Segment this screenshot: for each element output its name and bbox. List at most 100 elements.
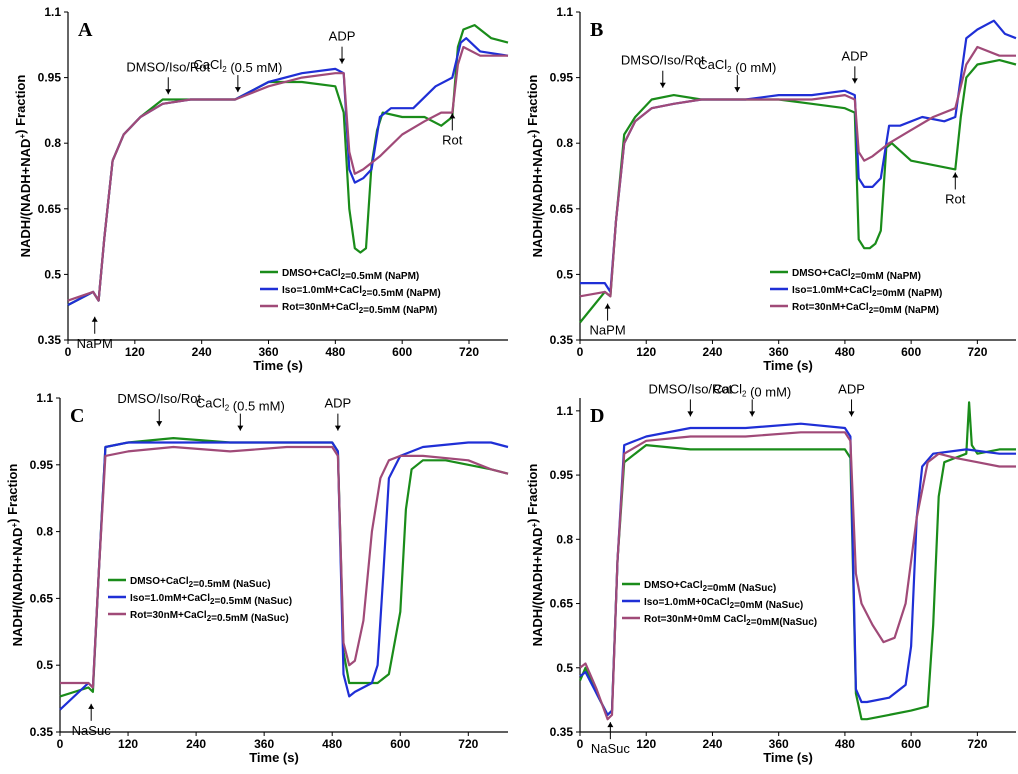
y-tick-label: 0.8	[556, 136, 573, 150]
annotation-arrowhead	[237, 425, 244, 431]
x-tick-label: 0	[577, 345, 584, 359]
series-line-green	[59, 437, 509, 698]
legend-entry: Rot=30nM+CaCl2=0.5mM (NaSuc)	[130, 610, 289, 624]
legend-entry: Rot=30nM+CaCl2=0.5mM (NaPM)	[282, 302, 437, 316]
y-tick-label: 1.1	[36, 391, 53, 405]
annotation-label: CaCl2 (0 mM)	[698, 57, 776, 75]
legend-entry: DMSO+CaCl2=0.5mM (NaPM)	[282, 268, 419, 282]
legend-entry: Rot=30nM+0mM CaCl2=0mM(NaSuc)	[644, 614, 817, 628]
panel-letter: B	[590, 19, 603, 41]
y-tick-label: 0.65	[38, 202, 62, 216]
legend-entry: Iso=1.0mM+CaCl2=0mM (NaPM)	[792, 285, 942, 299]
y-tick-label: 0.65	[550, 597, 574, 611]
x-tick-label: 240	[702, 737, 722, 751]
chart-panel-c: 0 120 240 360 480 600 720 0.35 0.5 0.65 0.8 0.95 1.1…	[5, 391, 509, 765]
x-tick-label: 600	[392, 345, 412, 359]
legend-entry: Iso=1.0mM+CaCl2=0.5mM (NaSuc)	[130, 593, 292, 607]
x-tick-label: 120	[125, 345, 145, 359]
x-tick-label: 600	[901, 345, 921, 359]
series-line-blue	[67, 37, 509, 306]
annotation-arrowhead	[687, 411, 694, 417]
x-tick-label: 120	[636, 345, 656, 359]
y-tick-label: 0.5	[36, 658, 53, 672]
y-tick-label: 0.65	[30, 591, 54, 605]
panel-letter: D	[590, 405, 604, 427]
x-tick-label: 600	[390, 737, 410, 751]
y-tick-label: 0.35	[550, 333, 574, 347]
annotation-label: CaCl2 (0.5 mM)	[193, 57, 282, 75]
panel-letter: C	[70, 405, 84, 427]
annotation-label: NaSuc	[72, 723, 112, 738]
series-line-blue	[579, 422, 1016, 716]
y-tick-label: 0.35	[550, 725, 574, 739]
x-tick-label: 480	[835, 737, 855, 751]
annotation-arrowhead	[449, 113, 456, 119]
y-tick-label: 0.8	[36, 525, 53, 539]
y-axis-label: NADH/(NADH+NAD+) Fraction	[525, 75, 545, 258]
y-tick-label: 0.5	[556, 661, 573, 675]
x-tick-label: 0	[577, 737, 584, 751]
panel-letter: A	[78, 19, 93, 41]
x-tick-label: 240	[702, 345, 722, 359]
y-tick-label: 0.35	[38, 333, 62, 347]
annotation-arrowhead	[607, 722, 614, 728]
annotation-label: NaPM	[590, 323, 626, 338]
series-line-purple	[60, 445, 509, 689]
series-line-blue	[59, 441, 509, 711]
x-tick-label: 120	[118, 737, 138, 751]
x-tick-label: 240	[186, 737, 206, 751]
chart-panel-b: 0 120 240 360 480 600 720 0.35 0.5 0.65 0.8 0.95 1.1…	[525, 5, 1017, 373]
x-tick-label: 720	[458, 737, 478, 751]
annotation-label: DMSO/Iso/Rot	[648, 381, 732, 396]
y-tick-label: 0.35	[30, 725, 54, 739]
x-tick-label: 360	[258, 345, 278, 359]
x-axis-label: Time (s)	[763, 750, 813, 765]
y-tick-label: 0.95	[38, 71, 62, 85]
legend-entry: Rot=30nM+CaCl2=0mM (NaPM)	[792, 302, 939, 316]
annotation-label: Rot	[442, 132, 463, 147]
annotation-label: CaCl2 (0 mM)	[713, 381, 791, 399]
x-tick-label: 480	[322, 737, 342, 751]
x-tick-label: 0	[57, 737, 64, 751]
series-line-purple	[67, 45, 508, 302]
x-tick-label: 360	[769, 737, 789, 751]
x-tick-label: 720	[967, 345, 987, 359]
x-tick-label: 240	[192, 345, 212, 359]
legend-entry: DMSO+CaCl2=0.5mM (NaSuc)	[130, 576, 271, 590]
y-tick-label: 1.1	[44, 5, 61, 19]
annotation-label: CaCl2 (0.5 mM)	[196, 396, 285, 414]
x-tick-label: 120	[636, 737, 656, 751]
y-tick-label: 1.1	[556, 404, 573, 418]
x-tick-label: 360	[254, 737, 274, 751]
x-tick-label: 720	[967, 737, 987, 751]
y-tick-label: 0.8	[556, 532, 573, 546]
x-axis-label: Time (s)	[763, 358, 813, 373]
y-axis-label: NADH/(NADH+NAD+) Fraction	[13, 75, 33, 258]
y-tick-label: 0.65	[550, 202, 574, 216]
series-line-purple	[579, 45, 1016, 298]
x-tick-label: 360	[769, 345, 789, 359]
y-tick-label: 0.8	[44, 136, 61, 150]
x-tick-label: 480	[325, 345, 345, 359]
x-tick-label: 0	[65, 345, 72, 359]
x-axis-label: Time (s)	[249, 750, 299, 765]
x-axis-label: Time (s)	[253, 358, 303, 373]
annotation-arrowhead	[91, 316, 98, 322]
chart-panel-a: 0 120 240 360 480 600 720 0.35 0.5 0.65 0.8 0.95 1.1…	[13, 5, 509, 373]
x-tick-label: 720	[459, 345, 479, 359]
y-tick-label: 0.95	[550, 468, 574, 482]
annotation-label: Rot	[945, 191, 966, 206]
annotation-arrowhead	[749, 411, 756, 417]
y-tick-label: 0.5	[556, 267, 573, 281]
legend-entry: Iso=1.0mM+0CaCl2=0mM (NaSuc)	[644, 597, 803, 611]
annotation-arrowhead	[339, 58, 346, 64]
series-line-purple	[579, 431, 1016, 721]
annotation-label: ADP	[841, 48, 868, 63]
annotation-label: ADP	[838, 381, 865, 396]
legend-entry: DMSO+CaCl2=0mM (NaPM)	[792, 268, 921, 282]
annotation-arrowhead	[165, 89, 172, 95]
y-tick-label: 0.95	[30, 458, 54, 472]
chart-panel-d: 0 120 240 360 480 600 720 0.35 0.5 0.65 0.8 0.95 1.1…	[525, 381, 1016, 765]
x-tick-label: 480	[835, 345, 855, 359]
y-tick-label: 1.1	[556, 5, 573, 19]
